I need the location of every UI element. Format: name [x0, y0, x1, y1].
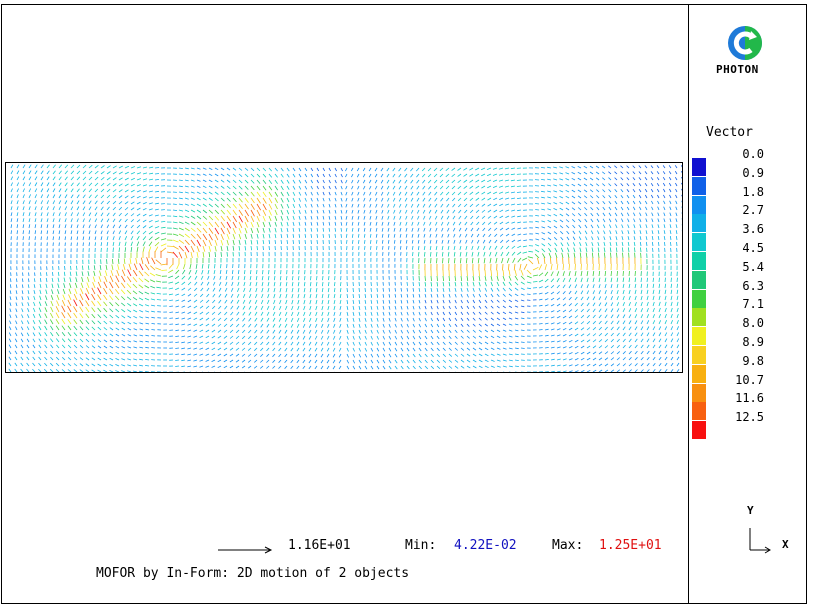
legend-label: 11.6: [735, 391, 764, 406]
legend-swatch: [692, 214, 706, 233]
legend-entry: 0.0: [692, 147, 772, 176]
legend-entry: 4.5: [692, 241, 772, 270]
legend-label: 6.3: [742, 278, 764, 293]
legend-label: 1.8: [742, 184, 764, 199]
legend-label: 7.1: [742, 297, 764, 312]
reference-arrow-icon: [218, 546, 273, 554]
min-value: 4.22E-02: [454, 538, 517, 553]
axis-x-label: X: [782, 538, 789, 551]
legend-label: 9.8: [742, 353, 764, 368]
axis-arrows-icon: [749, 528, 771, 554]
legend-entry: 10.7: [692, 373, 772, 402]
legend-swatch: [692, 346, 706, 364]
viewport-frame: [1, 4, 807, 604]
axis-indicator: Y X: [738, 502, 798, 556]
logo-text: PHOTON: [716, 63, 759, 76]
legend-swatch: [692, 402, 706, 421]
reference-value: 1.16E+01: [288, 538, 351, 553]
caption: MOFOR by In-Form: 2D motion of 2 objects: [96, 566, 410, 581]
legend-swatch: [692, 195, 706, 214]
legend-entry: 6.3: [692, 279, 772, 308]
legend-swatch: [692, 327, 706, 346]
axis-y-label: Y: [747, 504, 754, 517]
legend-entry: 11.6: [692, 391, 772, 421]
legend-swatch: [692, 289, 706, 308]
legend-entry: 8.9: [692, 335, 772, 364]
legend-swatch: [692, 364, 706, 383]
vector-field-svg: [8, 164, 682, 372]
legend-entry: 3.6: [692, 222, 772, 252]
legend-label: 5.4: [742, 259, 764, 274]
legend-swatch: [692, 176, 706, 195]
legend-swatch: [692, 252, 706, 270]
legend-label: 4.5: [742, 241, 764, 255]
legend-entry: 0.9: [692, 166, 772, 195]
legend-entry: 9.8: [692, 354, 772, 383]
legend-swatch: [692, 233, 706, 252]
legend-label: 8.0: [742, 316, 764, 331]
legend-entry: 8.0: [692, 316, 772, 346]
legend-label: 0.0: [742, 147, 764, 161]
legend-label: 0.9: [742, 165, 764, 180]
legend-swatch: [692, 270, 706, 289]
legend-swatch: [692, 308, 706, 327]
max-label: Max:: [552, 538, 584, 553]
legend-swatch: [692, 158, 706, 176]
legend-label: 12.5: [735, 410, 764, 425]
legend-label: 8.9: [742, 335, 764, 349]
min-label: Min:: [405, 538, 437, 553]
max-value: 1.25E+01: [599, 538, 662, 553]
legend-entry: 5.4: [692, 260, 772, 289]
legend-entry: 12.5: [692, 410, 772, 440]
legend-label: 10.7: [735, 372, 764, 387]
legend-swatch: [692, 383, 706, 402]
legend-swatch: [692, 421, 706, 440]
legend-entry: 1.8: [692, 185, 772, 214]
legend-label: 2.7: [742, 203, 764, 218]
legend-title: Vector: [706, 125, 753, 140]
panel-divider: [688, 4, 689, 604]
vector-arrows: [8, 164, 682, 372]
photon-logo-icon: [728, 26, 762, 60]
legend-entry: 2.7: [692, 203, 772, 233]
vector-field-plot[interactable]: [5, 162, 683, 373]
legend-label: 3.6: [742, 222, 764, 237]
legend-entry: 7.1: [692, 297, 772, 327]
